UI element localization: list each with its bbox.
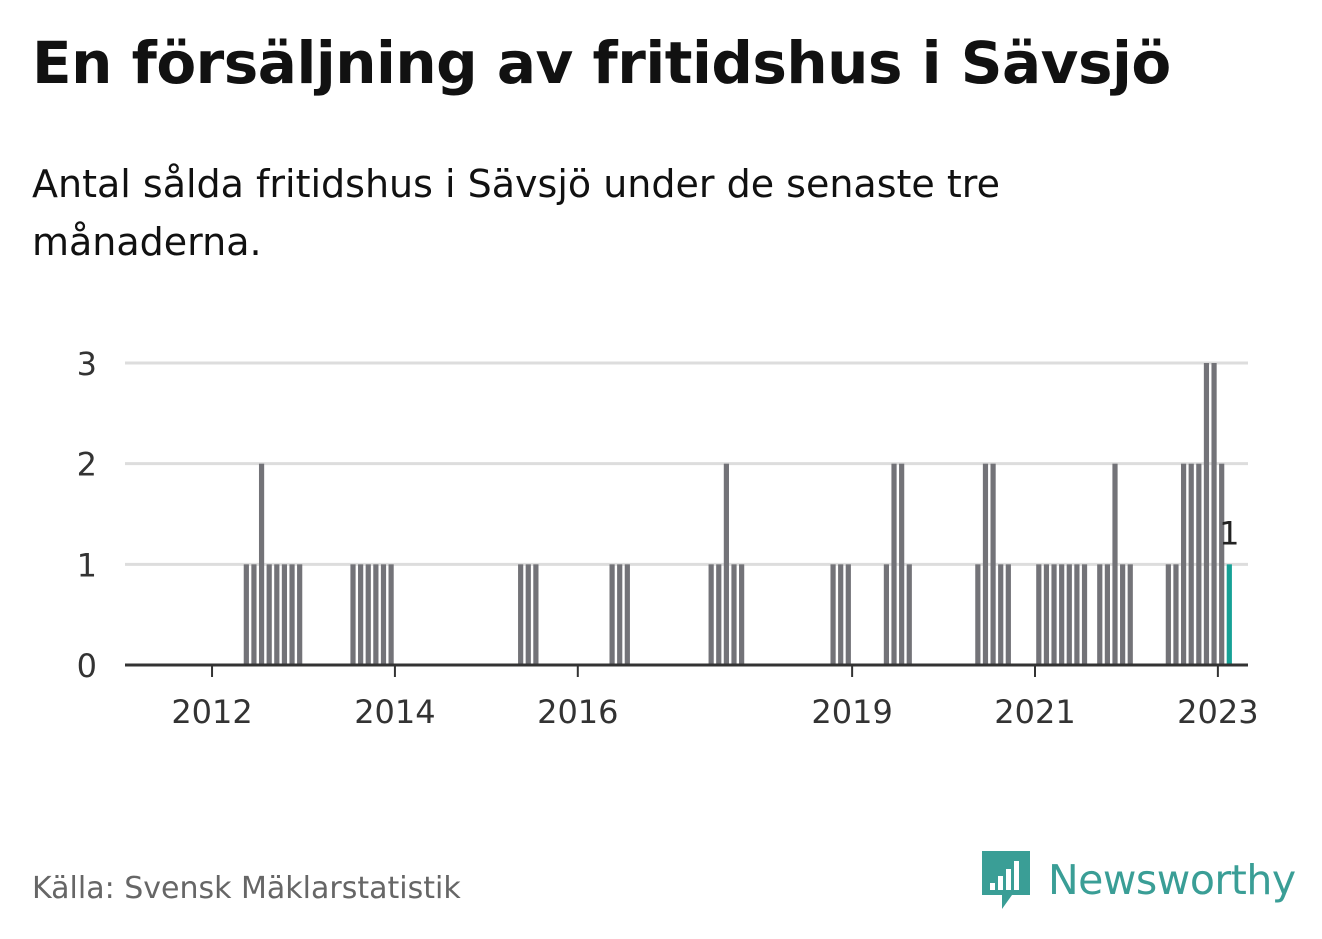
bar [1074, 564, 1080, 665]
y-tick-label: 2 [77, 446, 97, 484]
x-tick-label: 2023 [1177, 693, 1258, 731]
bar [297, 564, 303, 665]
bar [1203, 363, 1210, 665]
bar [289, 564, 295, 665]
grid-lines [125, 361, 1248, 566]
bar [365, 564, 371, 665]
bar [883, 564, 890, 665]
bar [1005, 564, 1011, 665]
bar [990, 463, 996, 665]
y-tick-label: 1 [77, 546, 97, 584]
bar [388, 564, 394, 665]
brand-logo: Newsworthy [980, 848, 1296, 912]
bar [716, 564, 722, 665]
y-axis-labels: 0 1 2 3 [77, 345, 97, 685]
bar [258, 463, 265, 665]
bar [274, 564, 280, 665]
bar [982, 463, 989, 665]
bar [1059, 564, 1065, 665]
bar [1180, 463, 1187, 665]
bar [1211, 363, 1217, 665]
x-tick-label: 2012 [171, 693, 252, 731]
bar [266, 564, 272, 665]
bar [1097, 564, 1103, 665]
bar [723, 463, 729, 665]
bar [533, 564, 539, 665]
brand-name: Newsworthy [1048, 856, 1296, 904]
bar [830, 564, 836, 665]
newsworthy-logo-icon [982, 851, 1030, 909]
bar [1196, 463, 1202, 665]
bar [243, 564, 249, 665]
bar [350, 564, 356, 665]
bar [708, 564, 714, 665]
bar [845, 564, 851, 665]
bar [1188, 463, 1194, 665]
x-axis-ticks: 2012 2014 2016 2019 2021 2023 [171, 665, 1259, 731]
y-tick-label: 3 [77, 345, 97, 383]
bar [1165, 564, 1171, 665]
bar [1066, 564, 1072, 665]
bar [1051, 564, 1057, 665]
bar [731, 564, 737, 665]
bar [1081, 564, 1088, 665]
bar [1104, 564, 1110, 665]
bar-chart: 0 1 2 3 2012 2014 2016 2019 2021 2023 1 [77, 345, 1259, 731]
x-tick-label: 2014 [354, 693, 435, 731]
bar [1112, 463, 1118, 665]
bar [838, 564, 844, 665]
bar [525, 564, 531, 665]
bar [281, 564, 288, 665]
bar [891, 463, 897, 665]
bar [975, 564, 981, 665]
bars [243, 363, 1232, 665]
bar [609, 564, 615, 665]
bar [1036, 564, 1042, 665]
bar [251, 564, 257, 665]
bar [899, 463, 905, 665]
highlight-value-label: 1 [1219, 514, 1239, 552]
bar [1219, 463, 1225, 665]
source-label: Källa: Svensk Mäklarstatistik [32, 871, 461, 906]
bar [373, 564, 379, 665]
bar [617, 564, 623, 665]
bar [624, 564, 630, 665]
chart-title: En försäljning av fritidshus i Sävsjö [32, 29, 1171, 97]
x-tick-label: 2016 [537, 693, 618, 731]
bar [1173, 564, 1179, 665]
bar [518, 564, 524, 665]
bar [1120, 564, 1126, 665]
bar [1043, 564, 1050, 665]
bar [1127, 564, 1133, 665]
bar [380, 564, 387, 665]
y-tick-label: 0 [77, 647, 97, 685]
x-tick-label: 2021 [994, 693, 1075, 731]
x-tick-label: 2019 [811, 693, 892, 731]
bar [998, 564, 1004, 665]
bar [358, 564, 364, 665]
chart-subtitle: Antal sålda fritidshus i Sävsjö under de… [32, 162, 1000, 264]
bar [739, 564, 745, 665]
bar [906, 564, 912, 665]
bar-highlight [1226, 564, 1232, 665]
